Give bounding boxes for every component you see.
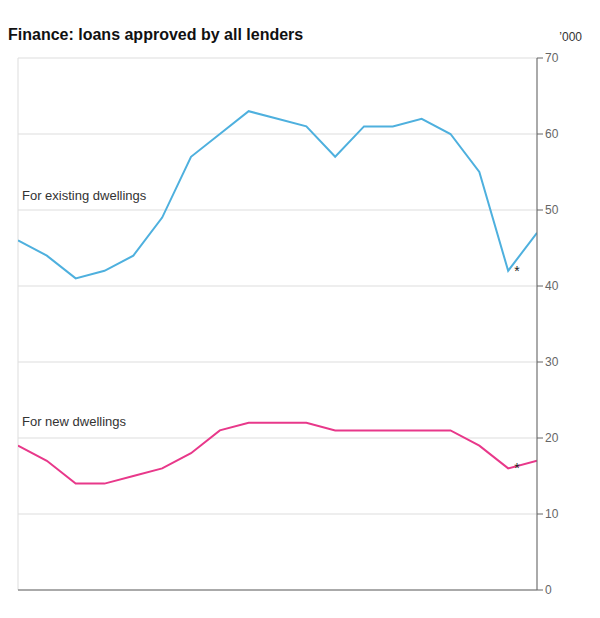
- html-text:’000: ’000: [559, 30, 582, 44]
- svg-text:0: 0: [545, 583, 552, 597]
- svg-text:*: *: [514, 460, 520, 476]
- svg-text:40: 40: [545, 279, 559, 293]
- html-text:Finance: loans approved by all: Finance: loans approved by all lenders: [8, 26, 304, 43]
- svg-text:For new dwellings: For new dwellings: [22, 414, 127, 429]
- svg-text:*: *: [514, 263, 520, 279]
- svg-text:60: 60: [545, 127, 559, 141]
- svg-text:30: 30: [545, 355, 559, 369]
- svg-text:50: 50: [545, 203, 559, 217]
- svg-text:20: 20: [545, 431, 559, 445]
- svg-text:For existing dwellings: For existing dwellings: [22, 188, 147, 203]
- svg-text:10: 10: [545, 507, 559, 521]
- svg-text:70: 70: [545, 51, 559, 65]
